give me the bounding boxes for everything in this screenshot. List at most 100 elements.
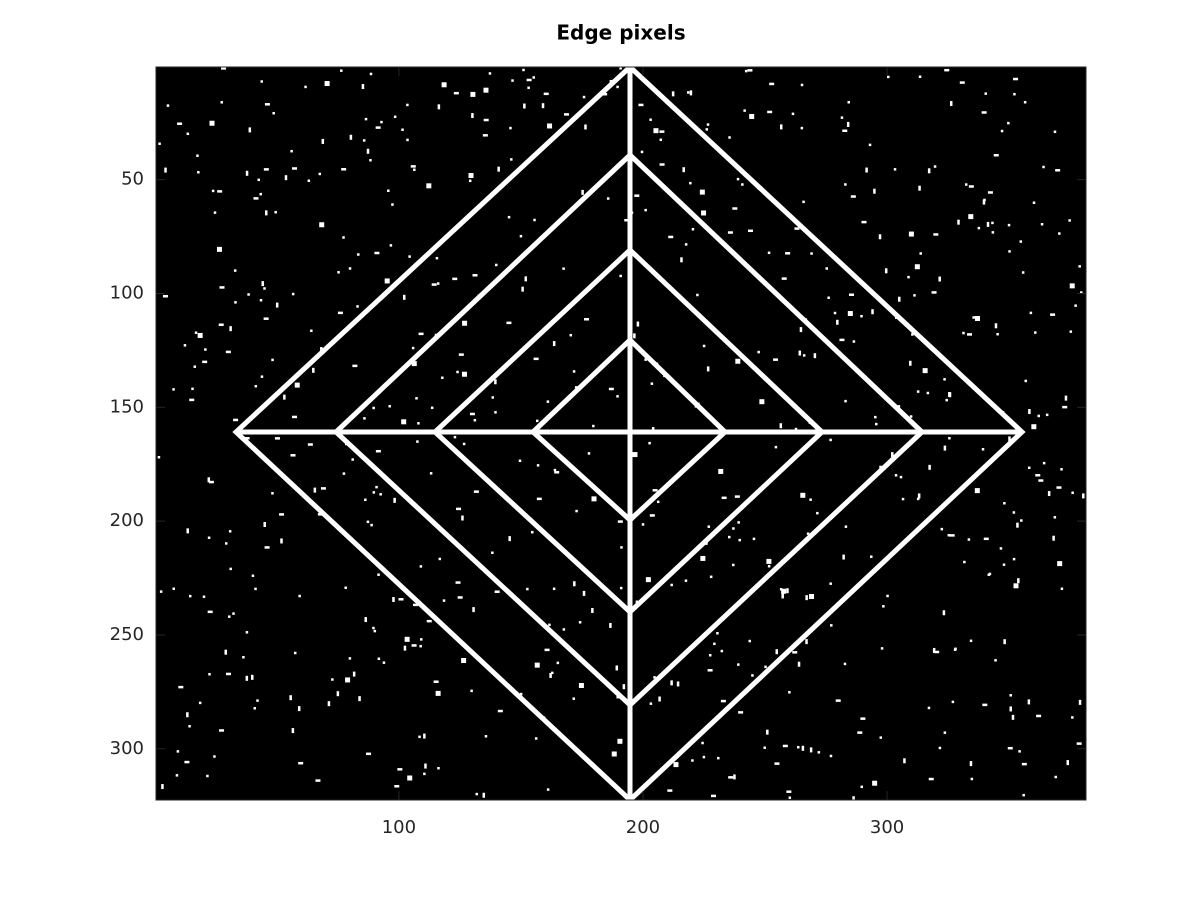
noise-pixel xyxy=(380,120,383,124)
noise-pixel xyxy=(401,128,404,131)
noise-pixel xyxy=(999,547,1003,550)
noise-pixel xyxy=(991,231,995,234)
noise-pixel xyxy=(649,702,653,705)
noise-pixel xyxy=(791,112,795,116)
noise-pixel xyxy=(284,175,288,181)
noise-pixel xyxy=(658,696,661,702)
noise-pixel xyxy=(423,772,426,776)
noise-pixel xyxy=(1066,760,1070,766)
noise-pixel xyxy=(616,85,619,89)
noise-pixel xyxy=(635,600,639,604)
noise-pixel xyxy=(706,123,710,126)
noise-pixel xyxy=(788,796,792,799)
noise-pixel xyxy=(874,415,877,419)
noise-pixel xyxy=(431,283,437,286)
noise-pixel xyxy=(963,560,966,564)
noise-pixel xyxy=(931,291,937,294)
noise-pixel xyxy=(1029,311,1033,315)
noise-pixel xyxy=(1068,219,1071,222)
noise-pixel xyxy=(949,534,955,537)
noise-pixel xyxy=(914,264,920,270)
noise-pixel xyxy=(913,294,916,297)
noise-pixel xyxy=(430,406,434,410)
noise-pixel xyxy=(233,418,239,422)
noise-pixel xyxy=(349,134,353,140)
noise-pixel xyxy=(536,497,542,501)
noise-pixel xyxy=(582,95,586,99)
noise-pixel xyxy=(327,701,331,707)
noise-pixel xyxy=(375,485,378,489)
noise-pixel xyxy=(494,379,497,385)
noise-pixel xyxy=(375,126,381,129)
noise-pixel xyxy=(202,595,206,598)
noise-pixel xyxy=(438,557,442,561)
noise-pixel xyxy=(833,311,837,315)
noise-pixel xyxy=(1008,250,1011,253)
noise-pixel xyxy=(366,752,372,756)
noise-pixel xyxy=(377,657,381,661)
noise-pixel xyxy=(865,167,868,173)
noise-pixel xyxy=(219,286,225,289)
noise-pixel xyxy=(1074,304,1077,307)
noise-pixel xyxy=(437,104,441,110)
noise-pixel xyxy=(940,527,944,531)
noise-pixel xyxy=(737,521,740,524)
noise-pixel xyxy=(1034,331,1037,334)
noise-pixel xyxy=(983,537,989,541)
noise-pixel xyxy=(437,766,440,770)
noise-pixel xyxy=(224,542,228,545)
noise-pixel xyxy=(718,468,724,474)
noise-pixel xyxy=(426,619,432,623)
noise-pixel xyxy=(546,788,550,791)
noise-pixel xyxy=(806,532,810,535)
noise-pixel xyxy=(457,596,463,599)
noise-pixel xyxy=(799,327,803,333)
noise-pixel xyxy=(775,649,778,655)
x-tick-label: 200 xyxy=(626,817,660,838)
noise-pixel xyxy=(606,197,610,200)
noise-pixel xyxy=(852,796,855,802)
noise-pixel xyxy=(263,317,269,320)
noise-pixel xyxy=(767,251,771,255)
noise-pixel xyxy=(232,612,235,615)
noise-pixel xyxy=(298,761,304,765)
noise-pixel xyxy=(158,142,161,146)
noise-pixel xyxy=(727,231,733,234)
noise-pixel xyxy=(609,622,612,628)
noise-pixel xyxy=(800,492,806,498)
noise-pixel xyxy=(574,386,578,389)
noise-pixel xyxy=(709,575,713,579)
noise-pixel xyxy=(157,455,161,459)
noise-pixel xyxy=(433,680,439,683)
noise-pixel xyxy=(224,649,227,655)
noise-pixel xyxy=(1054,775,1057,779)
noise-pixel xyxy=(293,651,297,655)
noise-pixel xyxy=(473,418,477,422)
noise-pixel xyxy=(970,777,974,781)
noise-pixel xyxy=(671,91,675,97)
noise-pixel xyxy=(363,417,366,420)
noise-pixel xyxy=(943,378,946,381)
noise-pixel xyxy=(785,252,791,255)
noise-pixel xyxy=(524,276,528,282)
noise-pixel xyxy=(852,340,856,343)
noise-pixel xyxy=(510,158,513,161)
noise-pixel xyxy=(916,390,920,393)
noise-pixel xyxy=(880,647,884,650)
noise-pixel xyxy=(541,103,545,109)
noise-pixel xyxy=(842,129,848,133)
noise-pixel xyxy=(527,86,530,90)
noise-pixel xyxy=(475,792,479,796)
noise-pixel xyxy=(1017,578,1020,584)
noise-pixel xyxy=(217,190,223,193)
noise-pixel xyxy=(944,68,950,72)
noise-pixel xyxy=(313,487,317,493)
noise-pixel xyxy=(907,275,910,279)
noise-pixel xyxy=(391,203,394,206)
noise-pixel xyxy=(779,588,783,591)
noise-pixel xyxy=(611,751,617,757)
noise-pixel xyxy=(429,472,433,475)
noise-pixel xyxy=(872,780,878,786)
noise-pixel xyxy=(868,143,872,147)
